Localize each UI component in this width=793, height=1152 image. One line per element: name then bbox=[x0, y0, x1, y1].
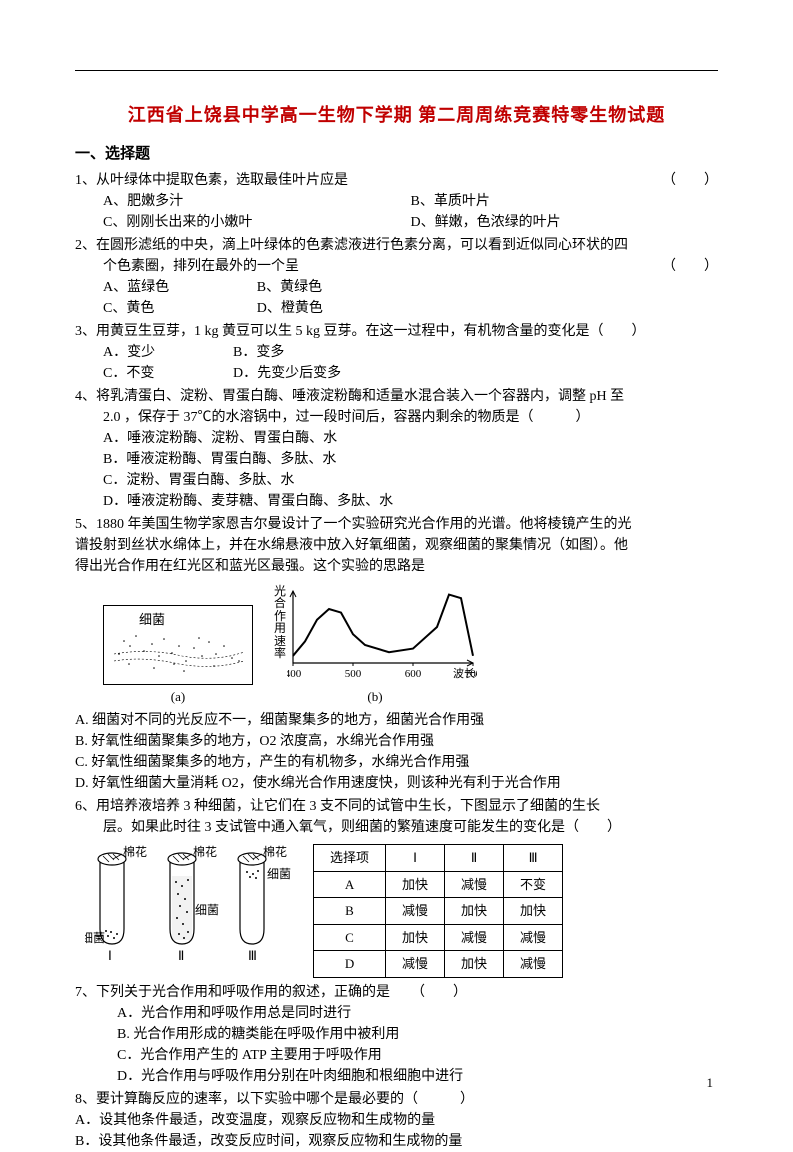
q1-paren: （ ） bbox=[662, 170, 718, 191]
q6-bacteria-1: 细菌 bbox=[85, 931, 105, 945]
q1-stem-text: 1、从叶绿体中提取色素，选取最佳叶片应是 bbox=[75, 173, 348, 188]
question-6: 6、用培养液培养 3 种细菌，让它们在 3 支不同的试管中生长，下图显示了细菌的… bbox=[75, 796, 718, 978]
page-number: 1 bbox=[707, 1073, 714, 1093]
q5-opt-d: D. 好氧性细菌大量消耗 O2，使水绵光合作用速度快，则该种光有利于光合作用 bbox=[75, 773, 718, 794]
svg-text:Ⅲ: Ⅲ bbox=[248, 948, 257, 963]
q2-stem2: 个色素圈，排列在最外的一个呈 bbox=[103, 259, 299, 274]
q5-stem1: 5、1880 年美国生物学家恩吉尔曼设计了一个实验研究光合作用的光谱。他将棱镜产… bbox=[75, 514, 718, 535]
question-8: 8、要计算酶反应的速率，以下实验中哪个是最必要的（ ） A．设其他条件最适，改变… bbox=[75, 1089, 718, 1152]
question-2: 2、在圆形滤纸的中央，滴上叶绿体的色素滤液进行色素分离，可以看到近似同心环状的四… bbox=[75, 235, 718, 319]
q4-opt-b: B．唾液淀粉酶、胃蛋白酶、多肽、水 bbox=[103, 449, 718, 470]
q6-cotton-3: 棉花 bbox=[263, 844, 287, 859]
q8-stem: 8、要计算酶反应的速率，以下实验中哪个是最必要的（ ） bbox=[75, 1089, 718, 1110]
q2-opt-d: D、橙黄色 bbox=[257, 298, 411, 319]
q2-opt-c: C、黄色 bbox=[103, 298, 257, 319]
q5-panel-b: 光合作用速率 700600500400波长/nm (b) bbox=[273, 585, 477, 707]
q5-panel-a-text: 细菌 bbox=[139, 612, 165, 627]
test-tubes-icon: Ⅰ 棉花 细菌 bbox=[85, 844, 295, 964]
q1-stem: 1、从叶绿体中提取色素，选取最佳叶片应是 （ ） bbox=[75, 170, 718, 191]
bacteria-scatter-icon: 细菌 bbox=[104, 606, 253, 685]
q4-stem1: 4、将乳清蛋白、淀粉、胃蛋白酶、唾液淀粉酶和适量水混合装入一个容器内，调整 pH… bbox=[75, 386, 718, 407]
q5-ylabel: 光合作用速率 bbox=[273, 585, 287, 661]
q7-stem: 7、下列关于光合作用和呼吸作用的叙述，正确的是 （ ） bbox=[75, 982, 718, 1003]
q6-th-2: Ⅱ bbox=[445, 845, 504, 872]
page-title: 江西省上饶县中学高一生物下学期 第二周周练竞赛特零生物试题 bbox=[75, 102, 718, 129]
q6-options-table: 选择项 Ⅰ Ⅱ Ⅲ A 加快 减慢 不变 B 减慢 加快 加快 C 加快 减慢 bbox=[313, 844, 563, 978]
q3-opt-b: B．变多 bbox=[233, 342, 284, 363]
q3-opt-a: A．变少 bbox=[103, 342, 233, 363]
q6-bacteria-3: 细菌 bbox=[267, 867, 291, 881]
q3-opt-d: D．先变少后变多 bbox=[233, 363, 341, 384]
svg-text:500: 500 bbox=[345, 668, 362, 680]
q8-opt-a: A．设其他条件最适，改变温度，观察反应物和生成物的量 bbox=[75, 1110, 718, 1131]
q6-th-1: Ⅰ bbox=[386, 845, 445, 872]
table-row: C 加快 减慢 减慢 bbox=[314, 924, 563, 951]
q5-stem2: 谱投射到丝状水绵体上，并在水绵悬液中放入好氧细菌，观察细菌的聚集情况（如图）。他 bbox=[75, 535, 718, 556]
q5-panel-a: 细菌 (a) bbox=[103, 605, 253, 707]
q5-spectrum-chart: 700600500400波长/nm bbox=[287, 585, 477, 685]
q5-opt-c: C. 好氧性细菌聚集多的地方，产生的有机物多，水绵光合作用强 bbox=[75, 752, 718, 773]
q6-bacteria-2: 细菌 bbox=[195, 903, 219, 917]
table-row: B 减慢 加快 加快 bbox=[314, 898, 563, 925]
q5-panel-a-label: (a) bbox=[103, 687, 253, 707]
q5-figure-row: 细菌 (a) bbox=[103, 585, 718, 707]
q4-opt-d: D．唾液淀粉酶、麦芽糖、胃蛋白酶、多肽、水 bbox=[103, 491, 718, 512]
q4-opt-c: C．淀粉、胃蛋白酶、多肽、水 bbox=[103, 470, 718, 491]
q5-panel-b-label: (b) bbox=[273, 687, 477, 707]
q6-stem1: 6、用培养液培养 3 种细菌，让它们在 3 支不同的试管中生长，下图显示了细菌的… bbox=[75, 796, 718, 817]
q1-opt-c: C、刚刚长出来的小嫩叶 bbox=[103, 212, 411, 233]
q2-opt-a: A、蓝绿色 bbox=[103, 277, 257, 298]
q1-opt-b: B、革质叶片 bbox=[411, 191, 719, 212]
q5-panel-a-box: 细菌 bbox=[103, 605, 253, 685]
q6-th-3: Ⅲ bbox=[504, 845, 563, 872]
question-4: 4、将乳清蛋白、淀粉、胃蛋白酶、唾液淀粉酶和适量水混合装入一个容器内，调整 pH… bbox=[75, 386, 718, 512]
question-1: 1、从叶绿体中提取色素，选取最佳叶片应是 （ ） A、肥嫩多汁 B、革质叶片 C… bbox=[75, 170, 718, 233]
q1-opt-a: A、肥嫩多汁 bbox=[103, 191, 411, 212]
q5-opt-a: A. 细菌对不同的光反应不一，细菌聚集多的地方，细菌光合作用强 bbox=[75, 710, 718, 731]
q7-opt-c: C．光合作用产生的 ATP 主要用于呼吸作用 bbox=[75, 1045, 718, 1066]
question-3: 3、用黄豆生豆芽，1 kg 黄豆可以生 5 kg 豆芽。在这一过程中，有机物含量… bbox=[75, 321, 718, 384]
q3-stem: 3、用黄豆生豆芽，1 kg 黄豆可以生 5 kg 豆芽。在这一过程中，有机物含量… bbox=[75, 321, 718, 342]
svg-text:波长/nm: 波长/nm bbox=[453, 667, 477, 680]
svg-text:600: 600 bbox=[405, 668, 422, 680]
table-row: D 减慢 加快 减慢 bbox=[314, 951, 563, 978]
q4-stem2: 2.0 ，保存于 37℃的水溶锅中，过一段时间后，容器内剩余的物质是（ ） bbox=[75, 407, 718, 428]
q6-figure-row: Ⅰ 棉花 细菌 bbox=[85, 844, 718, 978]
q7-opt-a: A．光合作用和呼吸作用总是同时进行 bbox=[75, 1003, 718, 1024]
section-heading: 一、选择题 bbox=[75, 143, 718, 166]
q6-tubes: Ⅰ 棉花 细菌 bbox=[85, 844, 295, 964]
q2-opt-b: B、黄绿色 bbox=[257, 277, 411, 298]
q7-opt-d: D．光合作用与呼吸作用分别在叶肉细胞和根细胞中进行 bbox=[75, 1066, 718, 1087]
svg-text:400: 400 bbox=[287, 668, 302, 680]
question-7: 7、下列关于光合作用和呼吸作用的叙述，正确的是 （ ） A．光合作用和呼吸作用总… bbox=[75, 982, 718, 1087]
q3-opt-c: C．不变 bbox=[103, 363, 233, 384]
q7-opt-b: B. 光合作用形成的糖类能在呼吸作用中被利用 bbox=[75, 1024, 718, 1045]
svg-text:Ⅱ: Ⅱ bbox=[178, 948, 184, 963]
q5-stem3: 得出光合作用在红光区和蓝光区最强。这个实验的思路是 bbox=[75, 556, 718, 577]
q5-opt-b: B. 好氧性细菌聚集多的地方，O2 浓度高，水绵光合作用强 bbox=[75, 731, 718, 752]
table-row: A 加快 减慢 不变 bbox=[314, 871, 563, 898]
q1-opt-d: D、鲜嫩，色浓绿的叶片 bbox=[411, 212, 719, 233]
q8-opt-b: B．设其他条件最适，改变反应时间，观察反应物和生成物的量 bbox=[75, 1131, 718, 1152]
q2-paren: （ ） bbox=[662, 256, 718, 277]
q6-stem2: 层。如果此时往 3 支试管中通入氧气，则细菌的繁殖速度可能发生的变化是（ ） bbox=[75, 817, 718, 838]
q6-cotton-1: 棉花 bbox=[123, 844, 147, 859]
q6-th-0: 选择项 bbox=[314, 845, 386, 872]
q6-cotton-2: 棉花 bbox=[193, 844, 217, 859]
q4-opt-a: A．唾液淀粉酶、淀粉、胃蛋白酶、水 bbox=[103, 428, 718, 449]
q2-stem1: 2、在圆形滤纸的中央，滴上叶绿体的色素滤液进行色素分离，可以看到近似同心环状的四 bbox=[75, 235, 718, 256]
q2-stem2-row: 个色素圈，排列在最外的一个呈 （ ） bbox=[75, 256, 718, 277]
top-rule bbox=[75, 70, 718, 71]
question-5: 5、1880 年美国生物学家恩吉尔曼设计了一个实验研究光合作用的光谱。他将棱镜产… bbox=[75, 514, 718, 795]
svg-text:Ⅰ: Ⅰ bbox=[108, 948, 112, 963]
